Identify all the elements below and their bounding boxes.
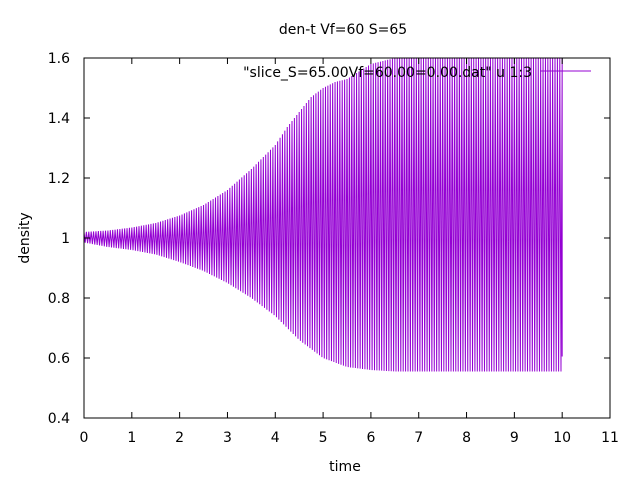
x-axis: 0 1 2 3 4 5 6 7 8 9 10 11: [80, 58, 619, 446]
y-axis-label: density: [17, 212, 33, 263]
y-axis: 0.4 0.6 0.8 1 1.2 1.4 1.6: [48, 51, 610, 427]
x-tick-label: 6: [366, 430, 375, 446]
y-tick-label: 1: [61, 231, 70, 247]
x-tick-label: 10: [553, 430, 571, 446]
x-tick-label: 0: [80, 430, 89, 446]
x-tick-label: 7: [414, 430, 423, 446]
y-tick-label: 1.6: [48, 51, 70, 67]
x-tick-label: 5: [319, 430, 328, 446]
legend: "slice_S=65.00Vf=60.00=0.00.dat" u 1:3: [243, 65, 591, 81]
y-tick-label: 1.4: [48, 111, 70, 127]
x-tick-label: 1: [127, 430, 136, 446]
x-axis-label: time: [329, 459, 361, 475]
y-tick-label: 0.4: [48, 411, 70, 427]
x-tick-label: 2: [175, 430, 184, 446]
x-tick-label: 9: [510, 430, 519, 446]
x-tick-label: 3: [223, 430, 232, 446]
series-density: [83, 57, 563, 372]
legend-entry-label: "slice_S=65.00Vf=60.00=0.00.dat" u 1:3: [243, 65, 532, 81]
y-tick-label: 1.2: [48, 171, 70, 187]
y-tick-label: 0.6: [48, 351, 70, 367]
y-tick-label: 0.8: [48, 291, 70, 307]
plot-area: [83, 57, 563, 372]
series-line: [83, 57, 563, 372]
x-tick-label: 8: [462, 430, 471, 446]
x-tick-label: 4: [271, 430, 280, 446]
chart-title: den-t Vf=60 S=65: [279, 22, 407, 38]
x-tick-label: 11: [601, 430, 619, 446]
